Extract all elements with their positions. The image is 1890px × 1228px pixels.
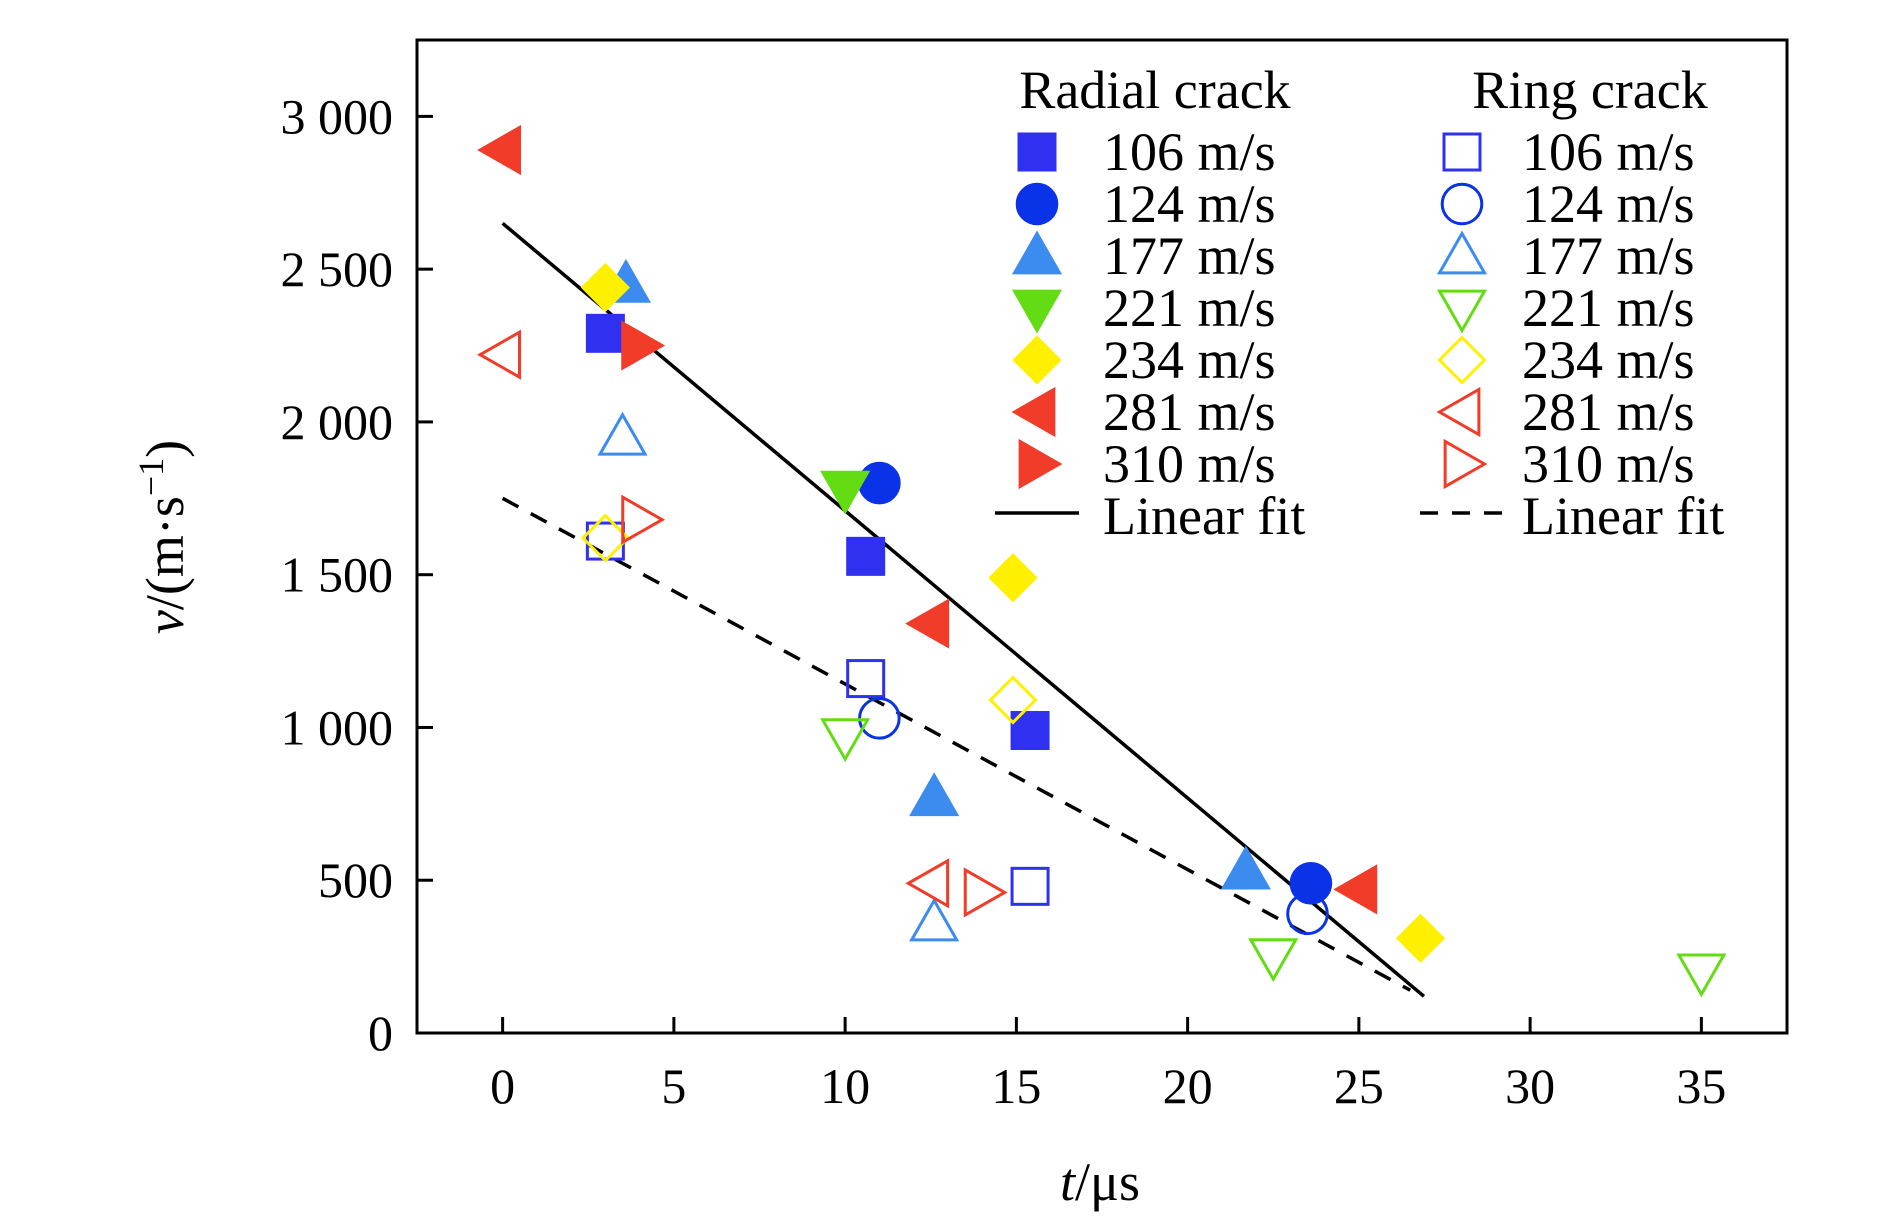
y-axis-unit-close: ) — [135, 440, 195, 458]
ring-point — [1010, 866, 1050, 906]
legend-marker — [1011, 289, 1063, 334]
legend-label: 221 m/s — [1103, 278, 1276, 338]
legend-title: Ring crack — [1472, 60, 1707, 120]
legend-label: Linear fit — [1103, 486, 1305, 546]
radial-point — [905, 598, 950, 649]
legend-label: 310 m/s — [1522, 434, 1695, 494]
legend-label: Linear fit — [1522, 486, 1724, 546]
y-tick-label: 2 500 — [281, 241, 394, 297]
x-tick-label: 0 — [490, 1058, 515, 1114]
radial-point — [585, 313, 625, 353]
legend-label: 124 m/s — [1522, 174, 1695, 234]
y-axis-ticks: 0 500 1 000 1 500 2 000 2 500 3 000 — [281, 88, 433, 1061]
x-axis-ticks: 0 5 10 15 20 25 30 35 — [490, 1017, 1726, 1114]
x-tick-label: 20 — [1163, 1058, 1213, 1114]
legend-marker — [1440, 182, 1484, 226]
x-tick-label: 15 — [991, 1058, 1041, 1114]
x-axis-unit: /μs — [1075, 1152, 1140, 1212]
legend-marker — [1017, 132, 1057, 172]
radial-point — [909, 772, 960, 817]
radial-fit-line — [501, 221, 1426, 998]
legend-marker — [1011, 230, 1063, 275]
legend-label: 281 m/s — [1103, 382, 1276, 442]
x-tick-label: 35 — [1676, 1058, 1726, 1114]
ring-point — [820, 718, 871, 763]
x-tick-label: 5 — [661, 1058, 686, 1114]
legend-marker — [1443, 438, 1488, 490]
radial-point — [820, 470, 871, 515]
legend-label: 234 m/s — [1522, 330, 1695, 390]
legend-label: 221 m/s — [1522, 278, 1695, 338]
radial-point — [1289, 861, 1333, 905]
legend-label: 310 m/s — [1103, 434, 1276, 494]
ring-point — [477, 329, 521, 380]
ring-point — [909, 897, 960, 942]
x-tick-label: 25 — [1334, 1058, 1384, 1114]
x-axis-var: t — [1060, 1152, 1077, 1212]
legend-title: Radial crack — [1019, 60, 1290, 120]
legend-label: 177 m/s — [1103, 226, 1276, 286]
legend-marker — [1436, 386, 1481, 438]
x-axis-title: t/μs — [1060, 1152, 1140, 1212]
ring-point — [580, 513, 630, 563]
legend-label: 281 m/s — [1522, 382, 1695, 442]
y-tick-label: 500 — [318, 852, 393, 908]
radial-point — [1395, 913, 1446, 963]
radial-point — [988, 553, 1038, 603]
ring-point — [963, 867, 1008, 918]
y-tick-label: 2 000 — [281, 394, 394, 450]
legend-label: 234 m/s — [1103, 330, 1276, 390]
y-tick-label: 3 000 — [281, 88, 394, 144]
radial-point — [580, 262, 630, 313]
ring-point — [988, 675, 1038, 725]
ring-point — [597, 411, 648, 456]
x-tick-label: 10 — [820, 1058, 870, 1114]
y-tick-label: 0 — [368, 1005, 393, 1061]
legend-label: 177 m/s — [1522, 226, 1695, 286]
legend-marker — [1436, 230, 1488, 275]
fit-lines — [501, 221, 1426, 998]
x-tick-label: 30 — [1505, 1058, 1555, 1114]
y-axis-var: v — [135, 610, 195, 634]
legend-marker — [1437, 335, 1487, 385]
legend-marker — [1442, 132, 1482, 172]
legend-marker — [1012, 335, 1062, 385]
ring-point — [1676, 953, 1727, 998]
legend-marker — [1436, 289, 1488, 334]
ring-point — [905, 858, 950, 909]
y-tick-label: 1 000 — [281, 699, 394, 755]
y-axis-unit-open: /(m·s — [135, 496, 195, 610]
ring-point — [621, 494, 666, 545]
legend-label: 124 m/s — [1103, 174, 1276, 234]
legend-label: 106 m/s — [1103, 122, 1276, 182]
ring-point — [1248, 938, 1299, 983]
legend-marker — [1011, 386, 1056, 438]
radial-point — [858, 461, 901, 505]
y-tick-label: 1 500 — [281, 547, 394, 603]
legend-label: 106 m/s — [1522, 122, 1695, 182]
radial-point — [477, 124, 521, 176]
radial-point — [1220, 845, 1271, 890]
ring-point — [1286, 892, 1329, 936]
y-axis-title: v/(m·s−1) — [131, 440, 195, 634]
y-axis-unit-sup: −1 — [131, 458, 171, 496]
radial-point — [846, 536, 886, 576]
radial-point — [1333, 864, 1378, 915]
legend-marker — [1018, 438, 1063, 490]
data-markers — [477, 124, 1727, 998]
radial-point — [621, 320, 666, 371]
legend-marker — [1015, 182, 1059, 226]
ring-fit-line — [501, 496, 1412, 992]
ring-point — [846, 659, 886, 699]
plot-frame — [415, 38, 1789, 1035]
